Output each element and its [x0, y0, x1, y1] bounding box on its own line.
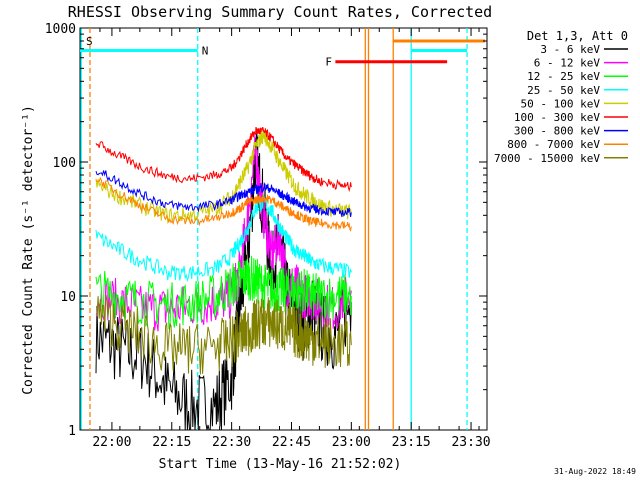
x-tick-label: 23:00 — [332, 435, 371, 450]
chart-title: RHESSI Observing Summary Count Rates, Co… — [68, 3, 492, 21]
x-tick-label: 22:45 — [272, 435, 311, 450]
series-line-7 — [95, 176, 352, 232]
legend-label-8: 7000 - 15000 keV — [494, 152, 600, 165]
y-tick-label: 10 — [60, 290, 76, 305]
y-tick-label: 100 — [53, 156, 76, 171]
y-axis-label: Corrected Count Rate (s⁻¹ detector⁻¹) — [21, 105, 36, 395]
legend-title: Det 1,3, Att 0 — [527, 29, 628, 43]
legend-label-1: 6 - 12 keV — [534, 57, 601, 70]
legend-label-2: 12 - 25 keV — [527, 70, 600, 83]
series-lines — [95, 126, 352, 431]
state-bars — [80, 39, 486, 64]
annotation-S: S — [86, 35, 93, 48]
annotation-N: N — [202, 44, 209, 57]
timestamp: 31-Aug-2022 18:49 — [554, 467, 636, 476]
legend-label-6: 300 - 800 keV — [514, 125, 600, 138]
legend-label-4: 50 - 100 keV — [521, 97, 601, 110]
y-tick-label: 1000 — [45, 22, 76, 37]
x-tick-label: 23:30 — [451, 435, 490, 450]
x-axis-label: Start Time (13-May-16 21:52:02) — [159, 457, 402, 472]
series-line-3 — [95, 193, 352, 283]
annotation-F: F — [325, 56, 332, 69]
series-line-8 — [95, 294, 352, 375]
x-tick-label: 22:15 — [152, 435, 191, 450]
series-line-2 — [95, 255, 352, 330]
series-line-4 — [95, 128, 352, 224]
x-tick-label: 22:30 — [212, 435, 251, 450]
legend-label-5: 100 - 300 keV — [514, 111, 600, 124]
axes: 22:00 22:15 22:30 22:45 23:00 23:15 23:30 1 10 10… — [45, 22, 491, 450]
legend-label-3: 25 - 50 keV — [527, 84, 600, 97]
x-tick-label: 22:00 — [92, 435, 131, 450]
vertical-marker-lines — [80, 28, 468, 430]
series-line-5 — [95, 126, 352, 193]
x-tick-label: 23:15 — [392, 435, 431, 450]
annotations: S N F — [86, 35, 332, 69]
y-tick-label: 1 — [68, 424, 76, 439]
legend-label-7: 800 - 7000 keV — [507, 138, 600, 151]
series-line-6 — [95, 170, 352, 218]
legend-label-0: 3 - 6 keV — [540, 43, 600, 56]
